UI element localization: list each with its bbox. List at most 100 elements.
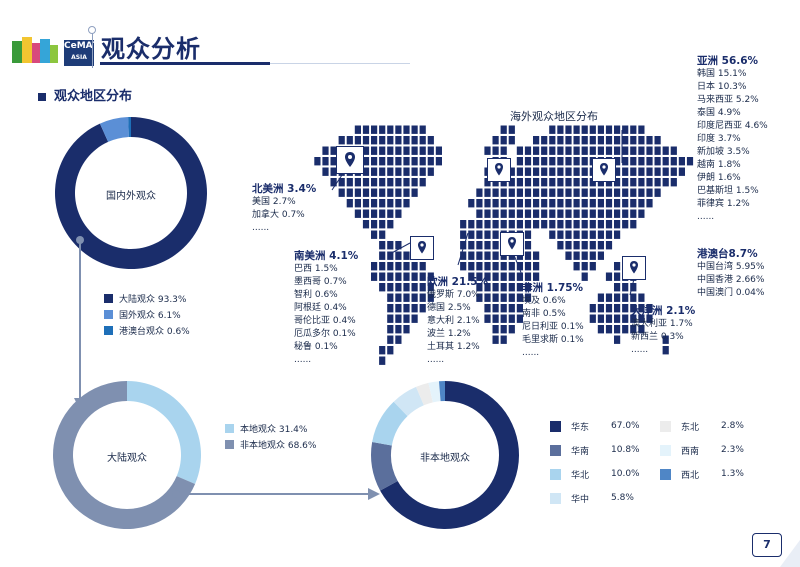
legend-item: 港澳台观众 0.6%	[104, 322, 190, 338]
region-oceania: 大洋洲 2.1% 澳大利亚 1.7% 新西兰 0.3% ......	[631, 305, 695, 357]
map-dot	[411, 167, 418, 176]
map-dot	[638, 167, 645, 176]
map-pin-africa	[500, 232, 524, 256]
map-dot	[508, 125, 515, 134]
connector-arrow-right	[172, 488, 380, 500]
map-dot	[435, 157, 442, 166]
region-more: ......	[697, 212, 715, 222]
map-dot	[403, 146, 410, 155]
map-dot	[549, 146, 556, 155]
map-dot	[403, 188, 410, 197]
map-dot	[524, 167, 532, 176]
map-dot	[508, 304, 515, 313]
map-dot	[614, 304, 621, 313]
map-dot	[581, 209, 588, 218]
map-dot	[500, 220, 507, 229]
map-dot	[500, 325, 507, 334]
map-dot	[541, 167, 548, 176]
map-dot	[508, 314, 515, 323]
map-dot	[622, 146, 629, 155]
map-dot	[541, 178, 548, 187]
map-dot	[484, 220, 491, 229]
map-dot	[476, 272, 483, 281]
map-dot	[614, 325, 621, 334]
legend-item: 华北 10.0%	[550, 462, 651, 486]
map-dot	[516, 146, 523, 155]
leader-line-eu	[457, 232, 469, 266]
map-dot	[419, 178, 426, 187]
map-dot	[614, 136, 621, 145]
map-dot	[670, 178, 677, 187]
legend-swatch	[660, 420, 671, 432]
map-dot	[508, 178, 515, 187]
map-dot	[484, 230, 491, 239]
region-item: 加拿大 0.7%	[252, 210, 305, 220]
map-dot	[678, 167, 685, 176]
map-dot	[411, 157, 418, 166]
map-dot	[605, 188, 613, 197]
map-dot	[468, 220, 475, 229]
map-dot	[403, 262, 410, 271]
map-dot	[605, 125, 613, 134]
map-dot	[614, 178, 621, 187]
map-dot	[614, 157, 621, 166]
legend-label: 东北	[681, 422, 700, 433]
region-item: 尼日利亚 0.1%	[522, 322, 584, 332]
map-dot	[403, 314, 410, 323]
map-dot	[589, 230, 596, 239]
map-dot	[581, 157, 588, 166]
map-dot	[581, 272, 588, 281]
map-dot	[516, 167, 523, 176]
map-dot	[630, 199, 637, 208]
map-dot	[500, 146, 507, 155]
map-dot	[533, 167, 540, 176]
map-dot	[630, 325, 637, 334]
map-dot	[484, 146, 491, 155]
map-dot	[484, 262, 491, 271]
map-dot	[338, 188, 345, 197]
map-dot	[427, 293, 434, 302]
map-dot	[605, 314, 613, 323]
map-dot	[662, 178, 669, 187]
region-north-america: 北美洲 3.4% 美国 2.7% 加拿大 0.7% ......	[252, 183, 316, 235]
map-dot	[395, 167, 402, 176]
region-item: 越南 1.8%	[697, 160, 741, 170]
map-dot	[476, 199, 483, 208]
donut3-legend-col1: 华东 67.0% 华南 10.8% 华北 10.0% 华中 5.8%	[550, 414, 651, 510]
map-dot	[646, 304, 653, 313]
map-dot	[557, 199, 564, 208]
map-dot	[573, 157, 580, 166]
map-dot	[354, 199, 361, 208]
map-dot	[403, 167, 410, 176]
map-dot	[484, 188, 491, 197]
map-dot	[662, 157, 669, 166]
map-dot	[597, 241, 604, 250]
region-africa: 非洲 1.75% 埃及 0.6% 南非 0.5% 尼日利亚 0.1% 毛里求斯 …	[522, 282, 584, 360]
map-dot	[411, 178, 418, 187]
map-dot	[589, 146, 596, 155]
legend-label: 华中	[571, 494, 590, 505]
region-item: 马来西亚 5.2%	[697, 95, 759, 105]
map-dot	[533, 146, 540, 155]
map-dot	[500, 314, 507, 323]
region-item: 俄罗斯 7.0%	[427, 290, 480, 300]
map-dot	[605, 241, 613, 250]
page-title: 观众分析	[101, 35, 201, 63]
map-dot	[395, 272, 402, 281]
donut2-legend: 本地观众 31.4% 非本地观众 68.6%	[225, 420, 316, 452]
map-dot	[403, 125, 410, 134]
map-dot	[557, 157, 564, 166]
map-dot	[654, 188, 661, 197]
map-dot	[597, 146, 604, 155]
map-pin-europe	[487, 158, 511, 182]
map-dot	[354, 125, 361, 134]
map-dot	[500, 272, 507, 281]
map-dot	[387, 136, 394, 145]
map-dot	[622, 178, 629, 187]
region-item: 阿根廷 0.4%	[294, 303, 347, 313]
map-dot	[622, 199, 629, 208]
region-item: 意大利 2.1%	[427, 316, 480, 326]
map-dot	[638, 199, 645, 208]
map-dot	[476, 220, 483, 229]
map-dot	[662, 346, 669, 355]
